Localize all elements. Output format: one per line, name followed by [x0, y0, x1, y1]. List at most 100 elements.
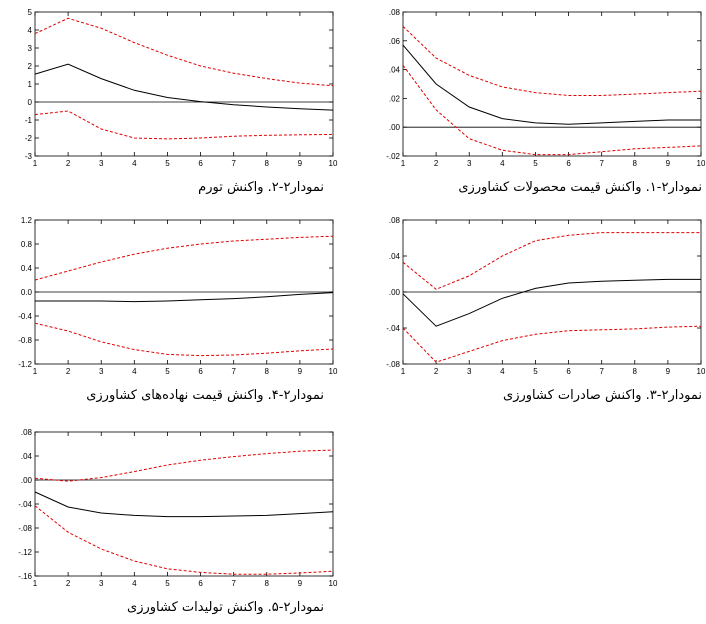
y-tick-label: .04 — [389, 66, 401, 75]
y-tick-label: .08 — [389, 216, 401, 225]
y-tick-label: -.04 — [18, 500, 32, 509]
series-lower-line — [402, 65, 702, 156]
chart-5-frame — [34, 431, 334, 577]
y-tick-label: -1 — [25, 116, 33, 125]
x-tick-label: 8 — [265, 579, 270, 588]
y-tick-label: .02 — [389, 94, 401, 103]
y-tick-label: -.02 — [386, 152, 400, 161]
x-tick-label: 8 — [265, 159, 270, 168]
chart-2-frame — [34, 11, 334, 157]
chart-2-plot: -3 -2 -1 0 1 2 3 4 5 1 2 3 4 5 6 7 8 9 10 — [25, 8, 338, 168]
chart-2-caption: نمودار۲-۲. واکنش تورم — [198, 180, 324, 195]
x-tick-label: 5 — [533, 367, 538, 376]
x-tick-label: 3 — [467, 159, 472, 168]
x-tick-label: 5 — [165, 159, 170, 168]
x-tick-label: 2 — [66, 159, 71, 168]
x-tick-label: 4 — [500, 159, 505, 168]
y-tick-label: -.12 — [18, 548, 32, 557]
x-tick-label: 2 — [66, 367, 71, 376]
x-tick-label: 10 — [329, 579, 338, 588]
series-upper-line — [34, 449, 334, 482]
x-tick-label: 9 — [298, 579, 303, 588]
y-tick-label: -.08 — [386, 360, 400, 369]
x-tick-label: 9 — [298, 367, 303, 376]
series-lower-line — [34, 322, 334, 357]
chart-3-caption: نمودار۲-۳. واکنش صادرات کشاورزی — [503, 388, 702, 403]
series-lower-line — [402, 325, 702, 363]
x-tick-label: 5 — [533, 159, 538, 168]
y-tick-label: 0.0 — [21, 288, 33, 297]
x-tick-label: 4 — [132, 367, 137, 376]
x-tick-label: 10 — [697, 367, 706, 376]
x-tick-label: 7 — [599, 159, 604, 168]
y-tick-label: -.04 — [386, 324, 400, 333]
y-tick-label: .04 — [21, 452, 33, 461]
chart-4-caption: نمودار۲-۴. واکنش قیمت نهاده‌های کشاورزی — [86, 388, 324, 403]
series-upper-line — [402, 26, 702, 96]
x-tick-label: 10 — [697, 159, 706, 168]
x-tick-label: 3 — [467, 367, 472, 376]
y-tick-label: 0.8 — [21, 240, 33, 249]
x-tick-label: 6 — [198, 159, 203, 168]
y-tick-label: -0.4 — [18, 312, 32, 321]
x-tick-label: 4 — [132, 579, 137, 588]
y-tick-label: 1 — [28, 80, 33, 89]
y-tick-label: .04 — [389, 252, 401, 261]
x-tick-label: 1 — [33, 159, 38, 168]
chart-4-plot: -1.2 -0.8 -0.4 0.0 0.4 0.8 1.2 1 2 3 4 5 6 7 8 9 10 — [18, 216, 338, 376]
y-tick-label: -2 — [25, 134, 33, 143]
y-tick-label: 3 — [28, 44, 33, 53]
x-tick-label: 1 — [33, 367, 38, 376]
y-tick-label: .08 — [21, 428, 33, 437]
series-upper-line — [402, 232, 701, 290]
y-tick-label: -.16 — [18, 572, 32, 581]
x-tick-label: 4 — [500, 367, 505, 376]
chart-3-plot: -.08 -.04 .00 .04 .08 1 2 3 4 5 6 7 8 9 10 — [386, 216, 706, 376]
x-tick-label: 5 — [165, 579, 170, 588]
x-tick-label: 9 — [298, 159, 303, 168]
x-tick-label: 2 — [434, 159, 439, 168]
series-response-line — [35, 292, 334, 303]
x-tick-label: 10 — [329, 159, 338, 168]
y-tick-label: -.08 — [18, 524, 32, 533]
y-tick-label: .00 — [389, 288, 401, 297]
x-tick-label: 3 — [99, 159, 104, 168]
x-tick-label: 9 — [666, 159, 671, 168]
y-tick-label: -0.8 — [18, 336, 32, 345]
series-response-line — [402, 44, 701, 125]
y-tick-label: 2 — [28, 62, 33, 71]
x-tick-label: 8 — [633, 159, 638, 168]
y-tick-label: 0.4 — [21, 264, 33, 273]
series-response-line — [34, 63, 334, 111]
x-tick-label: 7 — [599, 367, 604, 376]
x-tick-label: 1 — [401, 367, 406, 376]
chart-1-caption: نمودار۲-۱. واکنش قیمت محصولات کشاورزی — [458, 180, 702, 195]
x-tick-label: 5 — [165, 367, 170, 376]
x-tick-label: 3 — [99, 579, 104, 588]
x-tick-label: 6 — [566, 367, 571, 376]
y-tick-label: 5 — [28, 8, 33, 17]
x-tick-label: 8 — [265, 367, 270, 376]
y-tick-label: -3 — [25, 152, 33, 161]
series-upper-line — [34, 17, 334, 87]
chart-1-plot: -.02 .00 .02 .04 .06 .08 1 2 3 4 5 6 7 8 9 10 — [386, 8, 706, 168]
y-tick-label: .00 — [21, 476, 33, 485]
chart-5-plot: -.16 -.12 -.08 -.04 .00 .04 .08 1 2 3 4 5 6 7 8 9 10 — [18, 428, 338, 588]
y-tick-label: .08 — [389, 8, 401, 17]
x-tick-label: 3 — [99, 367, 104, 376]
series-upper-line — [34, 235, 334, 281]
x-tick-label: 6 — [566, 159, 571, 168]
x-tick-label: 2 — [434, 367, 439, 376]
x-tick-label: 6 — [198, 579, 203, 588]
x-tick-label: 2 — [66, 579, 71, 588]
x-tick-label: 4 — [132, 159, 137, 168]
x-tick-label: 7 — [231, 367, 236, 376]
x-tick-label: 10 — [329, 367, 338, 376]
x-tick-label: 1 — [33, 579, 38, 588]
y-tick-label: 0 — [28, 98, 33, 107]
y-tick-label: .00 — [389, 123, 401, 132]
series-lower-line — [34, 110, 334, 140]
y-tick-label: -1.2 — [18, 360, 32, 369]
series-response-line — [34, 491, 334, 518]
y-tick-label: 1.2 — [21, 216, 33, 225]
